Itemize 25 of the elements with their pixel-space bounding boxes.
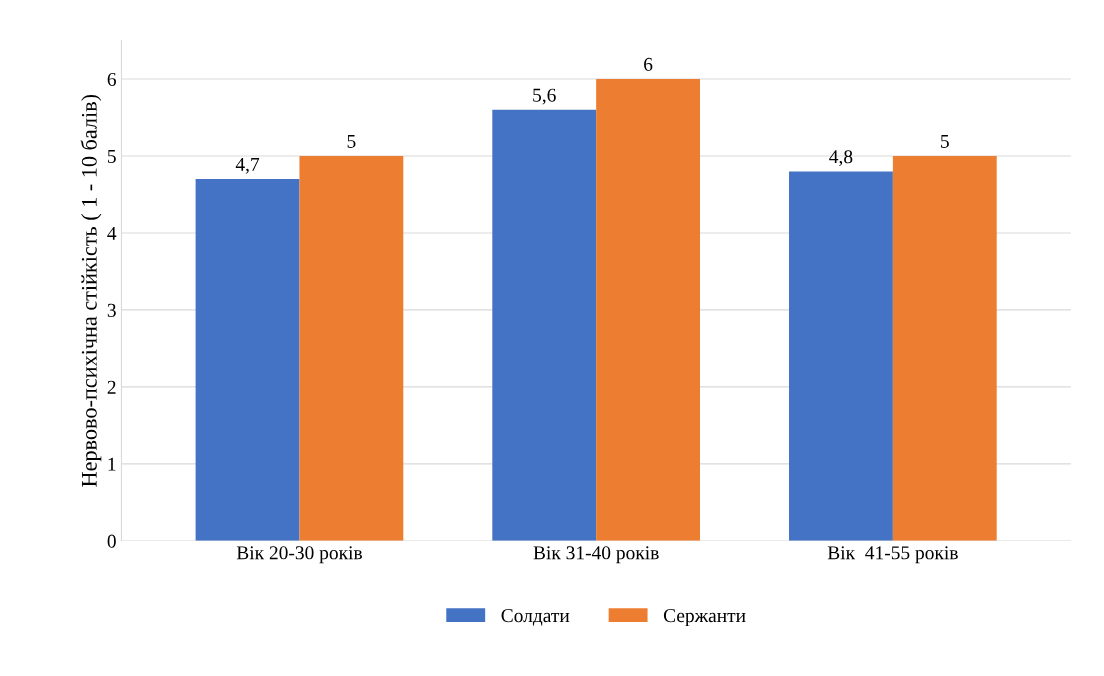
data-label: 5 (941, 134, 949, 148)
bar (892, 156, 997, 541)
y-tick-label: 2 (107, 380, 116, 394)
y-tick-label: 6 (107, 72, 116, 86)
x-tick-label: Вік 41-55 років (827, 546, 958, 564)
x-tick-label: Вік 31-40 років (533, 546, 659, 564)
y-tick-label: 3 (107, 303, 116, 317)
y-tick-label: 4 (107, 226, 117, 240)
y-axis-title: Нервово-психічна стійкість ( 1 - 10 балів) (80, 94, 102, 487)
data-label: 4,8 (829, 150, 853, 167)
bar (596, 79, 700, 541)
bar (299, 156, 404, 541)
y-tick-label: 0 (107, 534, 116, 548)
data-label: 6 (644, 57, 653, 71)
x-tick-label: Вік 20-30 років (236, 546, 362, 564)
bar (492, 109, 597, 541)
y-tick-label: 5 (107, 150, 116, 163)
data-label: 5,6 (533, 88, 556, 105)
bar (789, 171, 893, 541)
y-tick-label: 1 (108, 457, 116, 471)
bar (195, 179, 300, 541)
data-label: 4,7 (235, 157, 260, 174)
data-label: 5 (347, 134, 356, 148)
legend-label: Сержанти (663, 609, 746, 627)
legend-label: Солдати (501, 609, 570, 626)
